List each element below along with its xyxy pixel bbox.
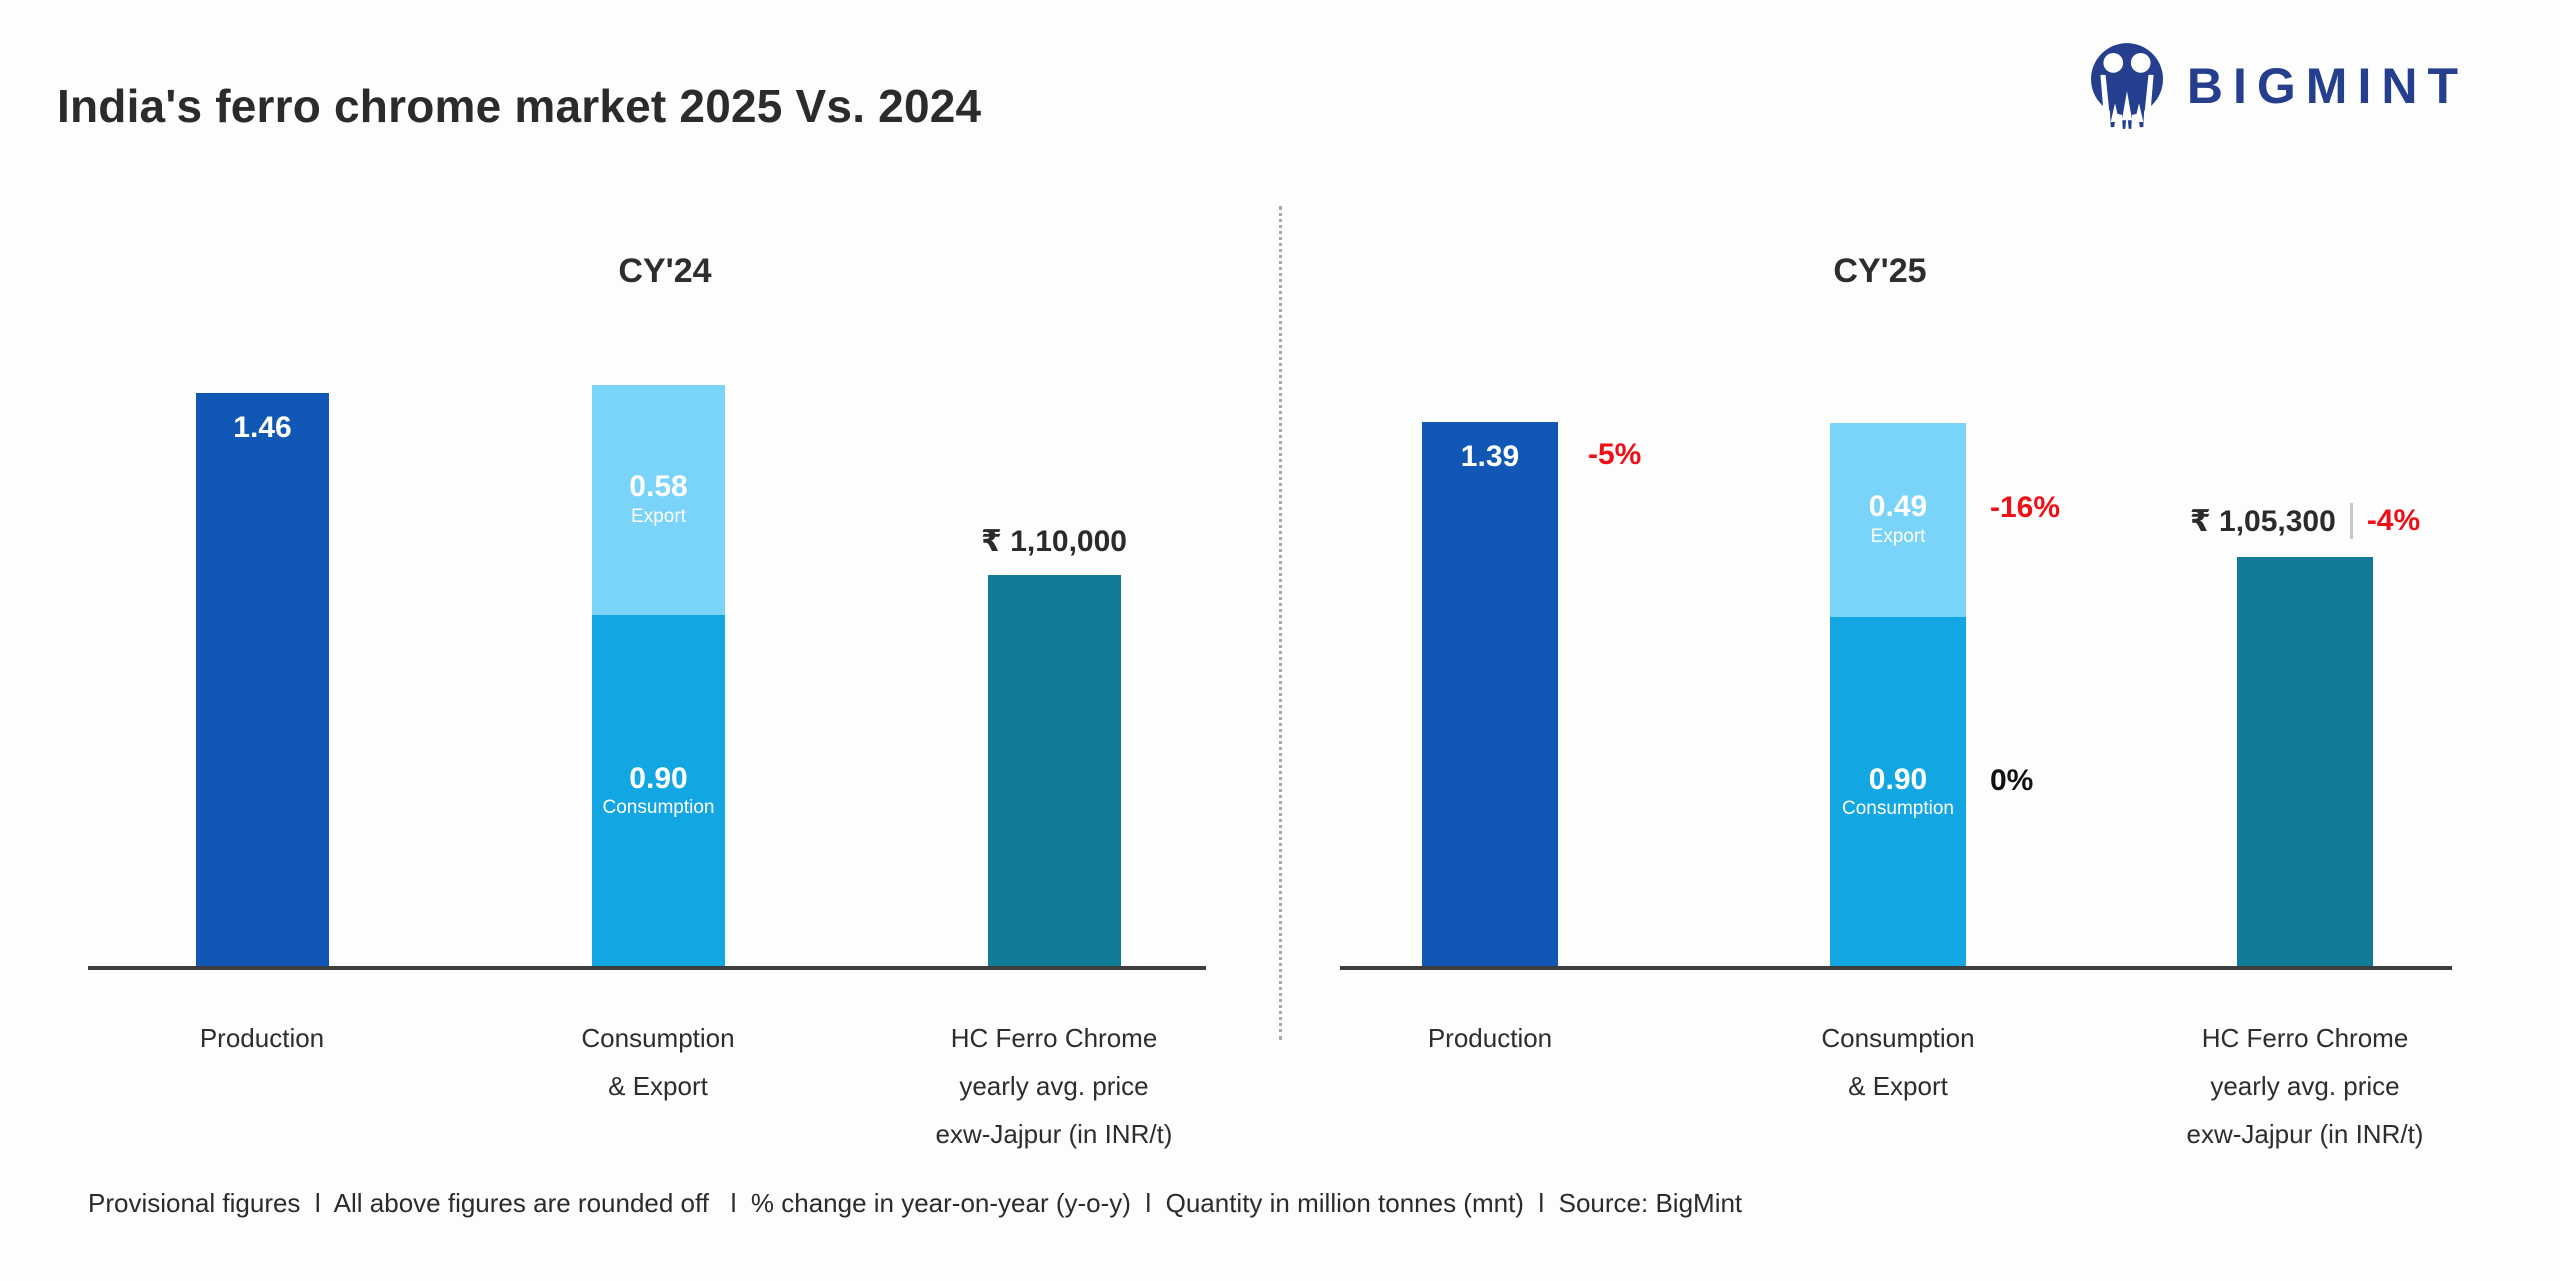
price-separator-cy25 [2349,503,2353,539]
segment-value-consumption-cy25: 0.90 [1868,762,1928,796]
panel-heading-cy25: CY'25 [1833,252,1927,290]
yoy-change-production-cy25: -5% [1588,438,1642,471]
bar-segment-export-cy24: 0.58 Export [592,385,725,615]
x-axis-cy24 [88,966,1206,970]
category-label-consumption-export-cy25: Consumption & Export [1821,1023,1975,1101]
segment-label-export-cy25: Export [1870,525,1926,547]
footer-note: Provisional figures l All above figures … [88,1188,1743,1218]
panel-heading-cy24: CY'24 [618,252,712,290]
bar-value-production-cy24: 1.46 [233,411,292,444]
bar-production-cy25: 1.39 -5% [1422,422,1641,968]
bar-segment-export-cy25: 0.49 Export -16% [1830,423,2060,617]
category-label-price-cy24: HC Ferro Chrome yearly avg. price exw-Ja… [935,1023,1173,1149]
yoy-change-consumption-cy25: 0% [1990,763,2034,797]
category-label-production-cy24: Production [199,1023,325,1053]
segment-value-export-cy24: 0.58 [629,470,688,504]
rupee-amount-cy25: ₹ 1,05,300 [2189,504,2336,538]
page-title: India's ferro chrome market 2025 Vs. 202… [57,79,982,132]
category-label-price-cy25: HC Ferro Chrome yearly avg. price exw-Ja… [2186,1023,2424,1149]
segment-label-export-cy24: Export [631,505,686,527]
bar-price-cy24 [988,575,1121,968]
bar-segment-consumption-cy25: 0.90 Consumption 0% [1830,617,2033,968]
segment-label-consumption-cy25: Consumption [1842,798,1954,820]
bar-segment-consumption-cy24: 0.90 Consumption [592,615,725,968]
rupee-amount-cy24: ₹ 1,10,000 [981,525,1127,558]
bigmint-people-m-icon [2090,43,2163,129]
bar-consumption-export-cy25: 0.49 Export -16% 0.90 Consumption 0% [1830,423,2060,968]
category-label-production-cy25: Production [1427,1023,1553,1053]
bigmint-logo-text: BIGMINT [2186,58,2468,114]
price-label-cy25: ₹ 1,05,300 -4% [2105,503,2505,539]
bar-consumption-export-cy24: 0.58 Export 0.90 Consumption [592,385,725,968]
bigmint-logo: BIGMINT [2083,38,2468,134]
yoy-change-export-cy25: -16% [1990,491,2061,524]
yoy-change-price-cy25: -4% [2366,504,2421,537]
category-label-consumption-export-cy24: Consumption & Export [581,1023,735,1101]
price-label-cy24: ₹ 1,10,000 [904,524,1204,559]
segment-label-consumption-cy24: Consumption [602,797,715,819]
bar-value-production-cy25: 1.39 [1460,440,1520,473]
panel-divider [1279,206,1282,1040]
segment-value-export-cy25: 0.49 [1868,490,1928,524]
segment-value-consumption-cy24: 0.90 [629,761,688,795]
x-axis-cy25 [1340,966,2452,970]
bar-production-cy24: 1.46 [196,393,329,968]
bar-price-cy25 [2237,557,2373,968]
